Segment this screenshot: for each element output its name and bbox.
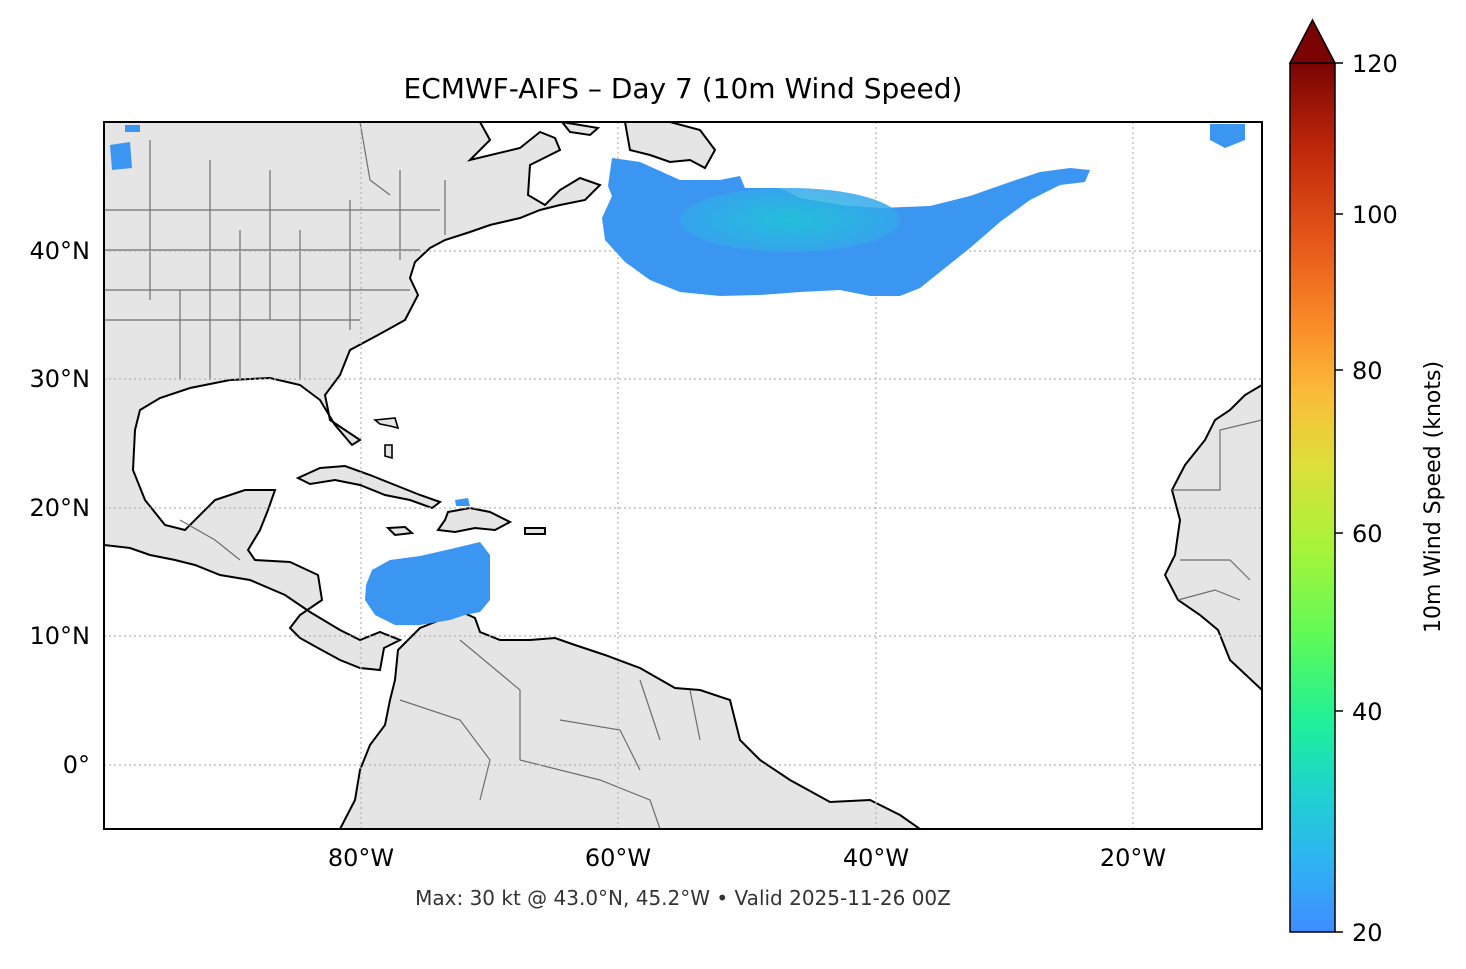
wind-region-haiti-spot bbox=[455, 498, 470, 506]
colorbar-tick-label: 80 bbox=[1352, 357, 1383, 385]
south-america-land bbox=[338, 610, 922, 829]
colorbar-extend-max-arrow bbox=[1288, 18, 1337, 64]
colorbar-tick-label: 40 bbox=[1352, 698, 1383, 726]
map-title: ECMWF-AIFS – Day 7 (10m Wind Speed) bbox=[404, 72, 963, 105]
political-borders bbox=[104, 122, 446, 561]
colorbar-tick-label: 20 bbox=[1352, 919, 1383, 947]
cuba-land bbox=[295, 464, 443, 510]
colorbar-tick-label: 60 bbox=[1352, 520, 1383, 548]
wind-region-northeast-spot bbox=[1210, 124, 1245, 148]
west-africa-land bbox=[1163, 383, 1262, 692]
colorbar-tick-labels: 120 100 80 60 40 20 bbox=[1352, 50, 1398, 947]
lon-tick-label: 60°W bbox=[585, 844, 651, 872]
jamaica-land bbox=[385, 525, 415, 537]
lon-tick-label: 80°W bbox=[328, 844, 394, 872]
map-panel bbox=[104, 122, 1262, 829]
colorbar-tick-label: 100 bbox=[1352, 201, 1398, 229]
north-america-land bbox=[104, 122, 602, 672]
nova-scotia-land bbox=[560, 122, 601, 137]
lon-tick-label: 20°W bbox=[1100, 844, 1166, 872]
map-frame bbox=[103, 121, 1263, 830]
puerto-rico-land bbox=[524, 527, 546, 535]
colorbar-tick-label: 120 bbox=[1352, 50, 1398, 78]
colorbar-gradient bbox=[1289, 62, 1336, 933]
hispaniola-land bbox=[436, 506, 513, 534]
colorbar-label: 10m Wind Speed (knots) bbox=[1421, 361, 1446, 633]
bahamas-land bbox=[372, 417, 400, 460]
wind-region-north-patch bbox=[125, 125, 140, 132]
lon-tick-labels: 80°W 60°W 40°W 20°W bbox=[328, 844, 1166, 872]
wind-region-great-lakes bbox=[110, 142, 132, 170]
lat-tick-label: 30°N bbox=[30, 365, 91, 393]
lat-tick-label: 10°N bbox=[30, 622, 91, 650]
lon-tick-label: 40°W bbox=[843, 844, 909, 872]
africa-borders bbox=[1172, 419, 1262, 601]
max-wind-footer: Max: 30 kt @ 43.0°N, 45.2°W • Valid 2025… bbox=[415, 886, 951, 910]
colorbar: 120 100 80 60 40 20 10m Wind Speed (knot… bbox=[1288, 18, 1446, 947]
lat-tick-label: 20°N bbox=[30, 494, 91, 522]
wind-region-caribbean bbox=[365, 542, 490, 625]
map-gridlines bbox=[104, 122, 1262, 829]
wind-core-north-atlantic bbox=[680, 188, 900, 252]
lat-tick-label: 0° bbox=[63, 751, 90, 779]
lat-tick-label: 40°N bbox=[30, 237, 91, 265]
newfoundland-land bbox=[623, 122, 717, 170]
colorbar-ticks bbox=[1335, 62, 1343, 933]
lat-tick-labels: 40°N 30°N 20°N 10°N 0° bbox=[30, 237, 91, 779]
south-america-borders bbox=[399, 639, 701, 829]
